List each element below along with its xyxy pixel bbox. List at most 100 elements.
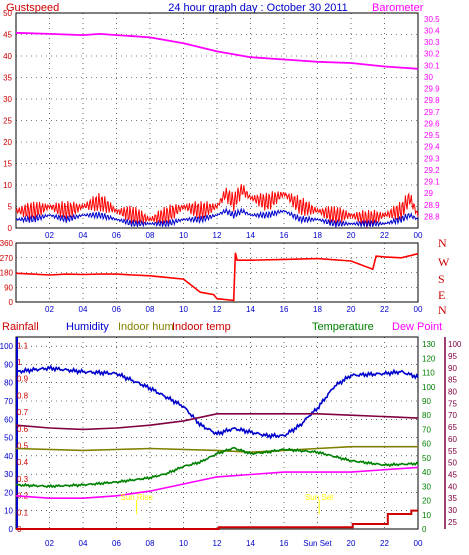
- dew-point-y-tick-85: 85: [448, 376, 457, 385]
- barometer-y-tick-30.4: 30.4: [424, 26, 440, 35]
- humidity-y-tick-70: 70: [4, 397, 13, 406]
- chart-title: 24 hour graph day : October 30 2011: [168, 2, 348, 14]
- temperature-y-tick-30: 30: [422, 482, 431, 491]
- rainfall-line: [16, 509, 418, 530]
- direction-x-tick-20: 20: [347, 305, 356, 314]
- humidity-y-tick-40: 40: [4, 452, 13, 461]
- temperature-y-tick-10: 10: [422, 511, 431, 520]
- temperature-y-tick-60: 60: [422, 440, 431, 449]
- direction-x-tick-14: 14: [246, 305, 255, 314]
- gustspeed-axis-title: Gustspeed: [6, 2, 59, 14]
- gustspeed-line: [15, 184, 419, 229]
- wind-y-tick-5: 5: [8, 203, 13, 212]
- humidity-y-tick-30: 30: [4, 470, 13, 479]
- rainfall-y-tick-0.8: 0.8: [17, 391, 29, 400]
- annotation-sun-set: Sun Set: [305, 493, 334, 502]
- wind-y-tick-20: 20: [3, 138, 12, 147]
- dew-point-y-tick-55: 55: [448, 447, 457, 456]
- legend-temperature: Temperature: [312, 321, 374, 333]
- rainfall-y-tick-0.6: 0.6: [17, 425, 29, 434]
- direction-x-tick-22: 22: [380, 305, 389, 314]
- wind-y-tick-45: 45: [3, 31, 12, 40]
- temperature-y-tick-80: 80: [422, 411, 431, 420]
- climate-x-tick-08: 08: [146, 539, 155, 548]
- rainfall-y-tick-1: 1: [17, 358, 22, 367]
- direction-label-3: E: [438, 288, 445, 302]
- indoor-hum-line: [15, 445, 418, 454]
- climate-x-tick-10: 10: [179, 539, 188, 548]
- climate-x-tick-06: 06: [112, 539, 121, 548]
- wind-y-tick-30: 30: [3, 95, 12, 104]
- legend-humidity: Humidity: [66, 321, 109, 333]
- wind-y-tick-10: 10: [3, 181, 12, 190]
- barometer-y-tick-28.9: 28.9: [424, 201, 440, 210]
- humidity-y-tick-60: 60: [4, 415, 13, 424]
- climate-x-tick-14: 14: [246, 539, 255, 548]
- temperature-y-tick-40: 40: [422, 468, 431, 477]
- dew-point-y-tick-35: 35: [448, 494, 457, 503]
- climate-x-tick-12: 12: [213, 539, 222, 548]
- series-layer: [15, 31, 419, 530]
- wind-x-tick-16: 16: [280, 231, 289, 240]
- rainfall-y-tick-0.1: 0.1: [17, 508, 29, 517]
- wind-x-tick-22: 22: [380, 231, 389, 240]
- annotations-layer: Sun Rise Sun Set: [120, 493, 334, 514]
- wind-x-tick-02: 02: [45, 231, 54, 240]
- legend-dew-point: Dew Point: [392, 321, 442, 333]
- rainfall-y-tick-1.1: 1.1: [17, 341, 29, 350]
- dew-point-y-tick-70: 70: [448, 411, 457, 420]
- direction-x-tick-10: 10: [179, 305, 188, 314]
- direction-x-tick-18: 18: [313, 305, 322, 314]
- legend-indoor-temp: Indoor temp: [172, 321, 231, 333]
- barometer-y-tick-30: 30: [424, 73, 433, 82]
- direction-y-tick-90: 90: [4, 283, 13, 292]
- temperature-line: [15, 446, 419, 489]
- wind-x-tick-12: 12: [213, 231, 222, 240]
- humidity-y-tick-10: 10: [4, 507, 13, 516]
- direction-label-2: S: [438, 272, 445, 286]
- wind-y-tick-40: 40: [3, 52, 12, 61]
- barometer-y-tick-29.7: 29.7: [424, 108, 440, 117]
- direction-x-tick-00: 00: [414, 305, 423, 314]
- tick-labels-layer: 02 04 06 08 10 12 14 16 18 20 22 000510152025303540…: [0, 9, 462, 548]
- grid-layer: [16, 12, 446, 530]
- climate-x-tick-04: 04: [79, 539, 88, 548]
- barometer-y-tick-29.2: 29.2: [424, 166, 440, 175]
- barometer-y-tick-29.4: 29.4: [424, 143, 440, 152]
- climate-x-tick-22: 22: [380, 539, 389, 548]
- legend-indoor-hum: Indoor hum: [118, 321, 174, 333]
- barometer-y-tick-28.8: 28.8: [424, 212, 440, 221]
- temperature-y-tick-130: 130: [422, 340, 436, 349]
- climate-x-tick-00: 00: [414, 539, 423, 548]
- dew-point-y-tick-25: 25: [448, 518, 457, 527]
- temperature-y-tick-0: 0: [422, 525, 427, 534]
- dew-point-y-tick-65: 65: [448, 423, 457, 432]
- barometer-line: [15, 31, 419, 70]
- wind-y-tick-50: 50: [3, 9, 12, 18]
- dew-point-y-tick-90: 90: [448, 364, 457, 373]
- barometer-y-tick-29: 29: [424, 189, 433, 198]
- dew-point-line: [15, 466, 419, 500]
- temperature-y-tick-20: 20: [422, 497, 431, 506]
- humidity-y-tick-80: 80: [4, 379, 13, 388]
- wind-x-tick-08: 08: [146, 231, 155, 240]
- windspeed-line: [15, 207, 419, 229]
- rainfall-y-tick-0.3: 0.3: [17, 475, 29, 484]
- climate-x-tick-16: 16: [280, 539, 289, 548]
- wind-x-tick-20: 20: [347, 231, 356, 240]
- barometer-y-tick-29.3: 29.3: [424, 154, 440, 163]
- dew-point-y-tick-45: 45: [448, 470, 457, 479]
- humidity-y-tick-0: 0: [9, 525, 14, 534]
- dew-point-y-tick-60: 60: [448, 435, 457, 444]
- temperature-y-tick-100: 100: [422, 383, 436, 392]
- barometer-y-tick-29.9: 29.9: [424, 85, 440, 94]
- wind-x-tick-10: 10: [179, 231, 188, 240]
- direction-label-0: N: [438, 236, 447, 250]
- direction-x-tick-08: 08: [146, 305, 155, 314]
- wind-direction-line: [15, 252, 419, 302]
- humidity-y-tick-100: 100: [0, 342, 14, 351]
- barometer-axis-title: Barometer: [372, 2, 424, 14]
- barometer-y-tick-29.8: 29.8: [424, 96, 440, 105]
- direction-x-tick-02: 02: [45, 305, 54, 314]
- barometer-y-tick-30.2: 30.2: [424, 50, 440, 59]
